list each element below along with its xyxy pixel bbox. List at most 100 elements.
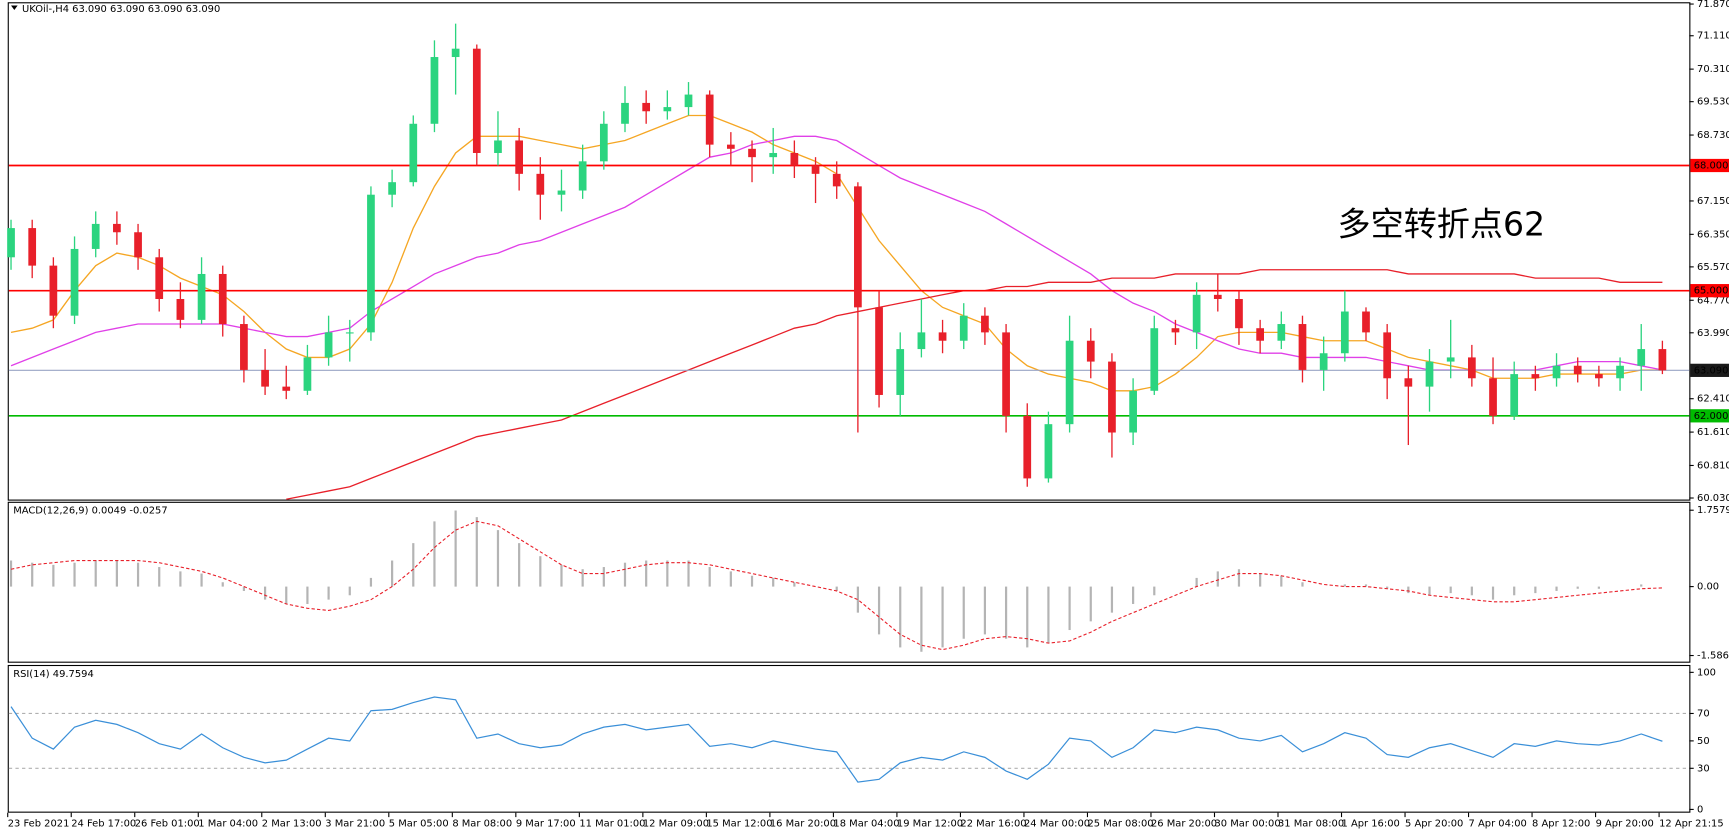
y-tick-label: 70.310 [1697, 64, 1729, 75]
y-tick-label: 69.530 [1697, 97, 1729, 108]
candle-body [1489, 378, 1497, 416]
candle-body [959, 315, 968, 341]
x-tick-label: 25 Mar 08:00 [1087, 819, 1153, 830]
candle-body [1510, 374, 1519, 416]
y-tick-label: 71.870 [1697, 0, 1729, 10]
candle-body [155, 257, 164, 300]
candle-body [261, 369, 269, 387]
y-tick-label: 50 [1697, 736, 1710, 747]
level-label-box [1690, 363, 1729, 377]
x-tick-label: 31 Mar 08:00 [1278, 819, 1344, 830]
candle-body [367, 194, 375, 333]
candle-body [1552, 365, 1561, 379]
candle-body [1192, 294, 1201, 333]
rsi-title: RSI(14) 49.7594 [13, 669, 94, 680]
level-label: 63.090 [1694, 365, 1729, 376]
candle-body [430, 57, 439, 124]
candle-body [1023, 415, 1032, 479]
candle-body [345, 332, 354, 334]
x-tick-label: 22 Mar 16:00 [960, 819, 1026, 830]
y-tick-label: 63.990 [1697, 328, 1729, 339]
candle-body [1277, 324, 1286, 341]
level-label-box [1690, 284, 1729, 298]
candle-body [854, 186, 862, 308]
x-tick-label: 18 Mar 04:00 [833, 819, 899, 830]
x-tick-label: 24 Feb 17:00 [71, 819, 136, 830]
candle-body [769, 152, 778, 158]
candle-body [1446, 357, 1455, 362]
candle-body [938, 332, 947, 341]
x-tick-label: 24 Mar 00:00 [1024, 819, 1090, 830]
candle-body [1616, 365, 1624, 379]
x-tick-label: 9 Apr 20:00 [1596, 819, 1654, 830]
candle-body [811, 165, 820, 174]
candle-body [1235, 299, 1243, 329]
chart-title: UKOil-,H4 63.090 63.090 63.090 63.090 [22, 4, 220, 15]
y-tick-label: 64.770 [1697, 295, 1729, 306]
x-tick-label: 3 Mar 21:00 [325, 819, 385, 830]
y-tick-label: 68.730 [1697, 130, 1729, 141]
candle-body [197, 273, 206, 320]
candle-body [388, 182, 396, 195]
candle-body [1531, 374, 1540, 379]
candle-body [49, 265, 58, 316]
x-tick-label: 30 Mar 00:00 [1214, 819, 1280, 830]
candle-body [1129, 390, 1137, 433]
y-tick-label: 70 [1697, 708, 1710, 719]
candle-body [1383, 332, 1392, 379]
candle-body [240, 324, 248, 370]
y-tick-label: 60.810 [1697, 460, 1729, 471]
level-label: 68.000 [1694, 161, 1729, 172]
candle-body [1404, 378, 1413, 387]
x-tick-label: 12 Mar 09:00 [643, 819, 709, 830]
annotation: 多空转折点62 [1338, 205, 1545, 244]
candle-body [472, 48, 481, 153]
candle-body [409, 123, 418, 183]
y-tick-label: 100 [1697, 667, 1716, 678]
candle-body [705, 94, 714, 145]
x-tick-label: 26 Mar 20:00 [1151, 819, 1217, 830]
candle-body [282, 386, 291, 391]
x-tick-label: 9 Mar 17:00 [516, 819, 576, 830]
y-tick-label: 1.7579 [1697, 505, 1729, 516]
candle-body [748, 148, 756, 158]
x-tick-label: 2 Mar 13:00 [262, 819, 322, 830]
y-tick-label: 71.110 [1697, 31, 1729, 42]
candle-body [1256, 328, 1265, 341]
candle-body [451, 48, 460, 58]
y-tick-label: 30 [1697, 763, 1710, 774]
level-label-box [1690, 158, 1729, 173]
macd-title: MACD(12,26,9) 0.0049 -0.0257 [13, 506, 167, 517]
candle-body [28, 228, 37, 266]
candle-body [1467, 357, 1476, 379]
candle-body [324, 332, 333, 358]
level-label: 65.000 [1694, 286, 1729, 297]
candle-body [1213, 294, 1222, 300]
x-tick-label: 19 Mar 12:00 [897, 819, 963, 830]
candle-body [896, 349, 905, 395]
candle-body [70, 248, 79, 316]
candle-body [7, 228, 15, 258]
candle-body [832, 173, 841, 187]
candle-body [1065, 340, 1074, 425]
candle-body [981, 315, 989, 333]
x-tick-label: 11 Mar 01:00 [579, 819, 645, 830]
level-label-box [1690, 409, 1729, 423]
x-tick-label: 1 Mar 04:00 [198, 819, 258, 830]
rsi-pane [7, 664, 1691, 813]
candle-body [218, 273, 227, 325]
candle-body [1002, 332, 1010, 416]
y-tick-label: 0.00 [1697, 582, 1719, 593]
candle-body [642, 102, 651, 112]
candle-body [1637, 349, 1646, 366]
x-tick-label: 26 Feb 01:00 [135, 819, 200, 830]
candle-body [557, 190, 566, 195]
candle-body [1171, 328, 1180, 333]
x-tick-label: 12 Apr 21:15 [1659, 819, 1724, 830]
x-tick-label: 7 Apr 04:00 [1469, 819, 1527, 830]
y-tick-label: 65.570 [1697, 262, 1729, 273]
candle-body [684, 94, 693, 108]
candle-body [726, 144, 735, 149]
macd-signal [10, 520, 1663, 651]
